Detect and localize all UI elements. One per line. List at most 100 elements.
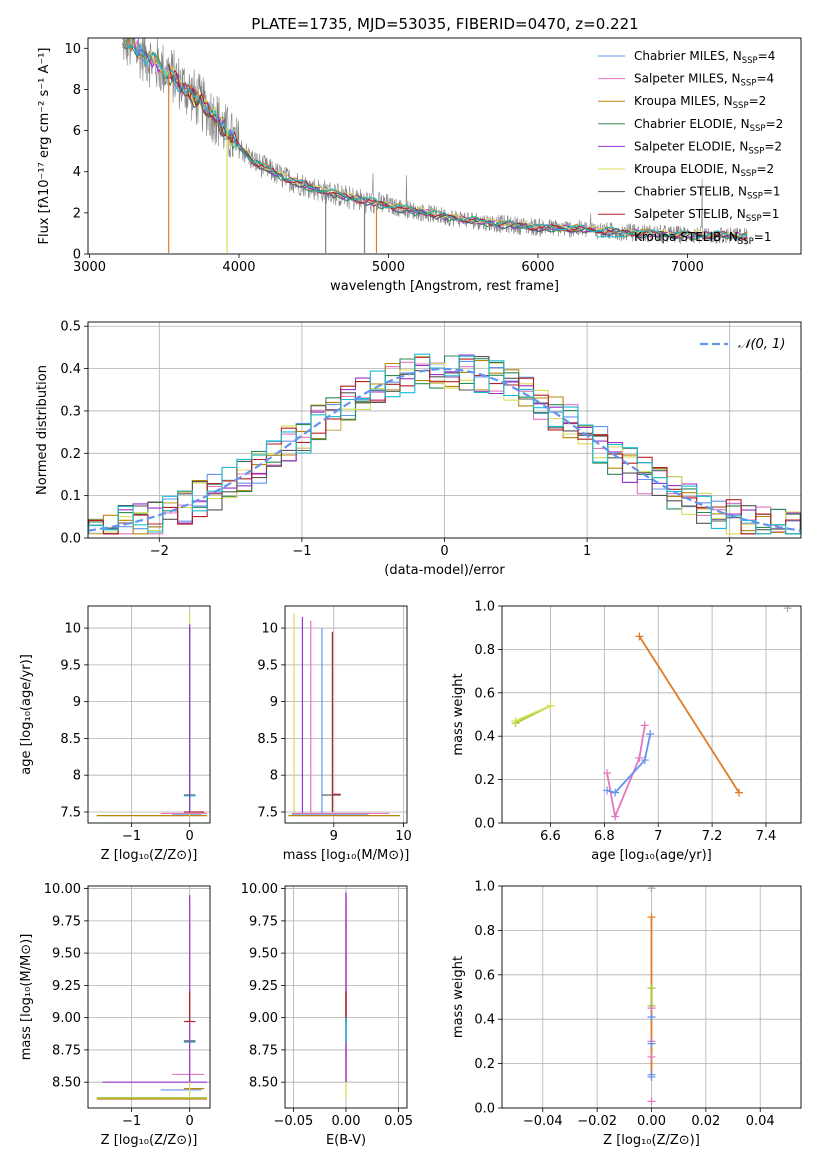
y-tick-label: 9.5 (60, 658, 81, 673)
weight-Z-marker (647, 1097, 656, 1106)
plot-area (285, 606, 407, 823)
y-tick-label: 0.2 (60, 447, 81, 462)
y-tick-label: 0.1 (60, 489, 81, 504)
x-axis-label: (data-model)/error (384, 563, 505, 578)
plot-area (502, 886, 801, 1108)
y-tick-label: 9.50 (52, 947, 81, 962)
data-spectrum-line (123, 38, 748, 246)
y-tick-label: 8.50 (52, 1076, 81, 1091)
panel-mass-vs-Z: −1 0 8.50 8.75 9.00 9.25 9.50 9.75 10.00 Z [log₁₀… (19, 882, 211, 1148)
y-tick-label: 0.2 (474, 1057, 495, 1072)
x-tick-label: 7.2 (702, 829, 723, 844)
x-tick-label: 10 (395, 829, 412, 844)
y-tick-label: 9.50 (249, 947, 278, 962)
panel-residuals: −2 −1 0 1 2 0.0 0.1 0.2 0.3 0.4 0.5 (data-model)/er… (35, 320, 802, 578)
y-tick-label: 8 (270, 769, 278, 784)
x-tick-label: 5000 (372, 260, 405, 275)
weight-Z-marker (647, 913, 656, 922)
x-axis-label: age [log₁₀(age/yr)] (591, 848, 712, 863)
weight-age-marker (611, 812, 620, 821)
histogram-step-7 (88, 356, 801, 535)
x-tick-label: 2 (726, 544, 734, 559)
x-axis-label: Z [log₁₀(Z/Z⊙)] (603, 1133, 700, 1148)
legend: Chabrier MILES, NSSP=4 Salpeter MILES, NS… (598, 49, 783, 247)
x-tick-label: 6000 (521, 260, 554, 275)
axes-frame (87, 37, 802, 255)
y-tick-label: 10 (64, 42, 81, 57)
y-tick-label: 10 (261, 622, 278, 637)
axes-frame (501, 605, 802, 824)
plot-area (88, 606, 210, 823)
y-tick-label: 8.75 (52, 1043, 81, 1058)
y-tick-label: 9.25 (52, 979, 81, 994)
panel-age-vs-mass: 9 10 7.5 8 8.5 9 9.5 10 mass [log₁₀(M/M⊙)] (257, 605, 412, 863)
y-tick-label: 9.00 (249, 1011, 278, 1026)
panel-weight-vs-Z: −0.04 −0.02 0.00 0.02 0.04 0.0 0.2 0.4 0.6 0.8 1.0… (451, 880, 802, 1148)
y-tick-label: 9 (73, 695, 81, 710)
panel-age-vs-Z: −1 0 7.5 8 8.5 9 9.5 10 Z [log₁₀(Z/Z⊙)] age [log₁… (19, 605, 211, 863)
panel-weight-vs-age: 6.6 6.8 7 7.2 7.4 0.0 0.2 0.4 0.6 0.8 1.0 age [log₁… (451, 600, 802, 863)
x-tick-label: 7.4 (756, 829, 777, 844)
x-tick-label: −0.04 (523, 1114, 563, 1129)
plot-area (285, 886, 407, 1108)
x-axis-label: Z [log₁₀(Z/Z⊙)] (101, 1133, 198, 1148)
legend-label-4: Salpeter ELODIE, NSSP=2 (634, 139, 782, 156)
y-tick-label: 0.0 (474, 817, 495, 832)
x-tick-label: 4000 (222, 260, 255, 275)
panel-spectrum: 3000 4000 5000 6000 7000 0 2 4 6 8 10 wavelength [A… (37, 37, 802, 294)
y-tick-label: 7.5 (257, 805, 278, 820)
y-tick-label: 0.3 (60, 404, 81, 419)
weight-age-marker (611, 788, 620, 797)
gaussian-curve (88, 367, 801, 532)
y-tick-label: 6 (73, 124, 81, 139)
y-tick-label: 0.5 (60, 320, 81, 335)
x-tick-label: −0.05 (273, 1114, 313, 1129)
legend-label-3: Chabrier ELODIE, NSSP=2 (634, 117, 783, 134)
x-tick-label: 0.04 (746, 1114, 775, 1129)
legend-label-1: Salpeter MILES, NSSP=4 (634, 72, 774, 89)
weight-age-marker (640, 756, 649, 765)
x-tick-label: 1 (583, 544, 591, 559)
figure-title: PLATE=1735, MJD=53035, FIBERID=0470, z=0… (251, 15, 638, 33)
weight-Z-marker (647, 1039, 656, 1048)
y-tick-label: 0.8 (474, 924, 495, 939)
y-tick-label: 0.4 (474, 730, 495, 745)
weight-age-line-2 (606, 725, 646, 820)
y-axis-label: Normed distribution (35, 365, 50, 495)
y-tick-label: 9.75 (52, 914, 81, 929)
axes-frame (501, 885, 802, 1109)
x-axis-label: mass [log₁₀(M/M⊙)] (283, 848, 410, 863)
y-tick-label: 10 (64, 622, 81, 637)
axes-frame (87, 321, 802, 539)
weight-age-marker (635, 632, 644, 641)
weight-age-line-3 (606, 733, 652, 794)
x-tick-label: 7000 (671, 260, 704, 275)
axes-frame (284, 605, 408, 824)
legend-label-8: Kroupa STELIB, NSSP=1 (634, 230, 772, 247)
x-tick-label: −0.02 (577, 1114, 617, 1129)
y-tick-label: 8.5 (60, 732, 81, 747)
y-tick-label: 0.2 (474, 773, 495, 788)
legend-label-6: Chabrier STELIB, NSSP=1 (634, 185, 781, 202)
weight-age-marker (603, 769, 612, 778)
plot-area (121, 38, 748, 253)
y-tick-label: 2 (73, 206, 81, 221)
x-tick-label: −2 (150, 544, 169, 559)
y-tick-label: 0.6 (474, 968, 495, 983)
y-tick-label: 10.00 (44, 882, 81, 897)
y-axis-label: Flux [fλ10⁻¹⁷ erg cm⁻² s⁻¹ A⁻¹] (37, 48, 52, 245)
y-tick-label: 8.75 (249, 1043, 278, 1058)
x-tick-label: 9 (330, 829, 338, 844)
y-tick-label: 0 (73, 248, 81, 263)
x-tick-label: 0.05 (384, 1114, 413, 1129)
x-tick-label: 0 (440, 544, 448, 559)
axes-frame (284, 885, 408, 1109)
weight-age-marker (603, 786, 612, 795)
y-tick-label: 8.5 (257, 732, 278, 747)
y-tick-label: 4 (73, 165, 81, 180)
x-axis-label: E(B-V) (326, 1133, 366, 1148)
x-tick-label: −1 (292, 544, 311, 559)
weight-age-line-4 (638, 635, 740, 794)
y-tick-label: 9.00 (52, 1011, 81, 1026)
plot-area (88, 886, 210, 1108)
